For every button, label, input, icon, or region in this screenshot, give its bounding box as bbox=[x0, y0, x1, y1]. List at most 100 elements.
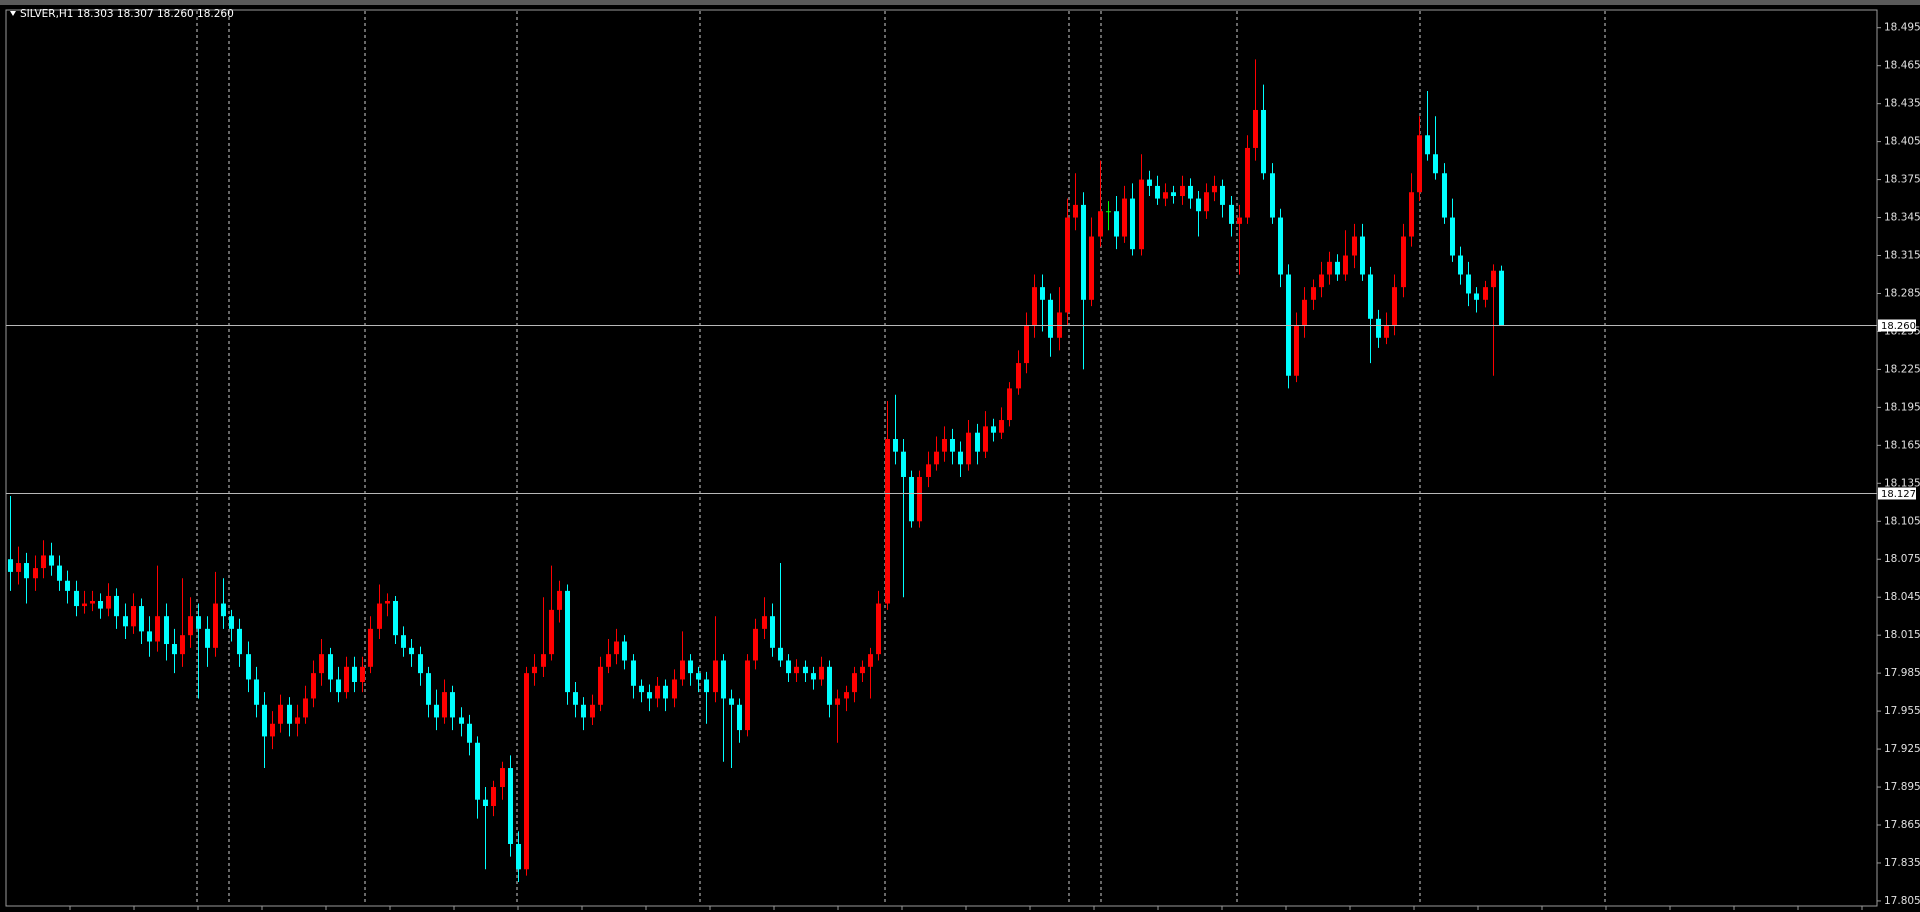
y-tick-label: 17.895 bbox=[1884, 781, 1920, 793]
candle-body bbox=[500, 768, 505, 788]
candle-body bbox=[385, 601, 390, 604]
candle-body bbox=[1098, 211, 1103, 237]
y-tick-label: 18.345 bbox=[1884, 212, 1920, 224]
candle-body bbox=[917, 476, 922, 522]
candle-body bbox=[426, 673, 431, 705]
candle-body bbox=[1106, 211, 1111, 213]
candle-body bbox=[213, 603, 218, 648]
candle-body bbox=[246, 654, 251, 680]
candle-body bbox=[1122, 198, 1127, 237]
candle-body bbox=[876, 603, 881, 655]
candle-body bbox=[123, 616, 128, 627]
y-tick-label: 18.375 bbox=[1884, 174, 1920, 186]
candle-body bbox=[655, 685, 660, 699]
candle-body bbox=[1024, 325, 1029, 364]
candle-body bbox=[803, 666, 808, 674]
candle-body bbox=[909, 476, 914, 522]
candle-body bbox=[1311, 287, 1316, 300]
candle-body bbox=[155, 616, 160, 642]
candle-body bbox=[237, 628, 242, 655]
candle-body bbox=[647, 692, 652, 699]
y-tick-label: 18.075 bbox=[1884, 553, 1920, 565]
candle-body bbox=[1499, 270, 1504, 326]
candle-body bbox=[1294, 325, 1299, 376]
candle-body bbox=[852, 673, 857, 693]
candle-body bbox=[1425, 135, 1430, 155]
candle-body bbox=[704, 679, 709, 693]
candle-body bbox=[1212, 185, 1217, 193]
candle-body bbox=[1073, 204, 1078, 218]
candle-body bbox=[942, 439, 947, 452]
candle-body bbox=[1343, 255, 1348, 275]
candle-body bbox=[360, 666, 365, 682]
price-label: 18.260 bbox=[1881, 321, 1916, 332]
candle-body bbox=[49, 555, 54, 566]
candle-body bbox=[639, 685, 644, 693]
candle-body bbox=[295, 717, 300, 724]
candle-body bbox=[565, 590, 570, 693]
candle-body bbox=[65, 580, 70, 591]
candle-body bbox=[1196, 198, 1201, 212]
price-label-box bbox=[1878, 487, 1916, 500]
candle-body bbox=[1163, 192, 1168, 199]
candle-body bbox=[926, 464, 931, 477]
candle-body bbox=[868, 654, 873, 667]
y-tick-label: 18.195 bbox=[1884, 401, 1920, 413]
candle-body bbox=[1171, 192, 1176, 197]
candle-body bbox=[1270, 173, 1275, 218]
price-label: 18.127 bbox=[1881, 489, 1916, 500]
candle-body bbox=[557, 590, 562, 610]
candle-body bbox=[450, 692, 455, 718]
candle-body bbox=[811, 673, 816, 680]
candle-body bbox=[696, 673, 701, 680]
candle-body bbox=[328, 654, 333, 680]
candle-body bbox=[1147, 179, 1152, 186]
candle-body bbox=[622, 641, 627, 661]
y-tick-label: 18.405 bbox=[1884, 136, 1920, 148]
candle-body bbox=[672, 679, 677, 699]
candle-body bbox=[434, 704, 439, 718]
candle-body bbox=[778, 647, 783, 661]
candle-body bbox=[1237, 217, 1242, 224]
candle-body bbox=[221, 603, 226, 617]
y-tick-label: 18.045 bbox=[1884, 591, 1920, 603]
candle-body bbox=[958, 451, 963, 465]
candle-body bbox=[1302, 299, 1307, 326]
candle-body bbox=[901, 451, 906, 477]
candle-body bbox=[1139, 179, 1144, 250]
candle-body bbox=[1155, 185, 1160, 199]
candle-body bbox=[1483, 287, 1488, 300]
candle-body bbox=[41, 555, 46, 569]
candle-body bbox=[33, 568, 38, 579]
candle-body bbox=[581, 704, 586, 718]
candle-body bbox=[516, 843, 521, 870]
candle-body bbox=[82, 603, 87, 607]
candle-body bbox=[1048, 299, 1053, 338]
candle-body bbox=[483, 799, 488, 807]
candle-body bbox=[549, 609, 554, 655]
candle-body bbox=[1089, 236, 1094, 300]
candle-body bbox=[188, 616, 193, 636]
candle-body bbox=[90, 601, 95, 604]
candle-body bbox=[336, 679, 341, 693]
candle-body bbox=[1474, 293, 1479, 300]
candles-layer bbox=[8, 59, 1504, 882]
candle-body bbox=[377, 603, 382, 629]
candle-body bbox=[606, 654, 611, 667]
candle-body bbox=[762, 616, 767, 629]
candle-body bbox=[860, 666, 865, 674]
candle-body bbox=[8, 559, 13, 572]
y-tick-label: 17.835 bbox=[1884, 857, 1920, 869]
candle-body bbox=[893, 439, 898, 452]
candle-body bbox=[368, 628, 373, 667]
candle-body bbox=[1253, 109, 1258, 148]
y-tick-label: 18.435 bbox=[1884, 98, 1920, 110]
chart-title: SILVER,H1 18.303 18.307 18.260 18.260 bbox=[20, 8, 234, 20]
y-tick-label: 18.105 bbox=[1884, 515, 1920, 527]
candle-body bbox=[475, 742, 480, 800]
candle-body bbox=[844, 692, 849, 699]
candle-body bbox=[827, 666, 832, 705]
y-tick-label: 17.955 bbox=[1884, 705, 1920, 717]
candle-body bbox=[590, 704, 595, 718]
